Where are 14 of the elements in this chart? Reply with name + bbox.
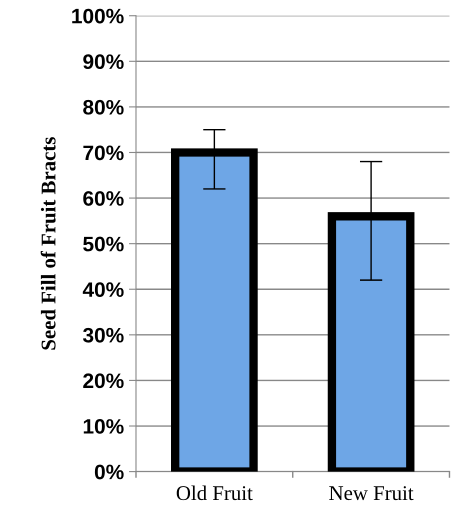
x-tick-label: New Fruit — [329, 486, 414, 500]
x-tick-label: Old Fruit — [176, 485, 253, 500]
y-tick-label: 30% — [82, 328, 124, 343]
y-tick-label: 70% — [83, 145, 124, 160]
y-axis-title: Seed Fill of Fruit Bracts — [40, 137, 56, 350]
y-tick-label: 0% — [94, 464, 124, 480]
y-tick-label: 60% — [83, 191, 124, 206]
y-tick-label: 50% — [83, 236, 124, 252]
y-tick-label: 90% — [83, 54, 124, 70]
y-tick-label: 10% — [84, 419, 124, 434]
y-tick-label: 40% — [82, 282, 124, 297]
y-tick-label: 20% — [83, 373, 124, 388]
y-tick-label: 100% — [72, 8, 124, 24]
y-tick-label: 80% — [83, 100, 124, 115]
